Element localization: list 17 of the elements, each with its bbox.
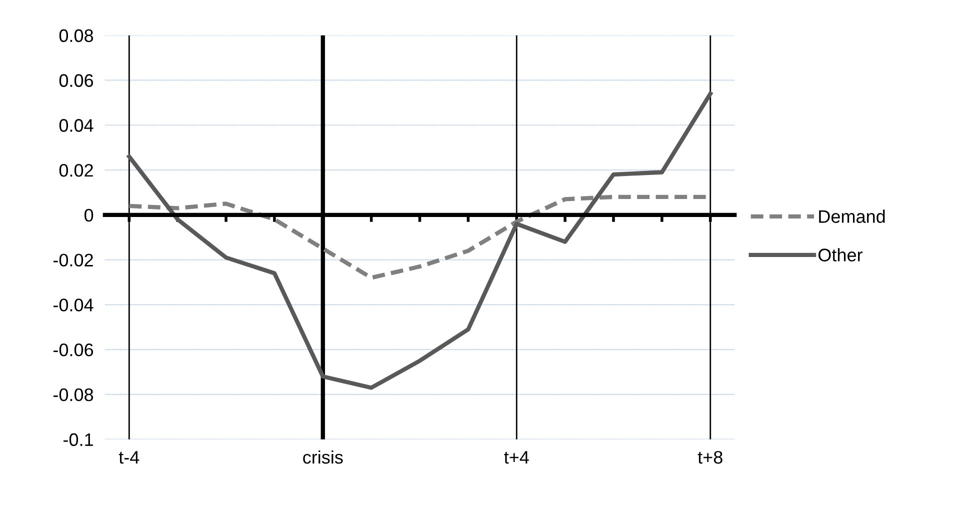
y-tick-label: 0.06 [59, 74, 94, 87]
y-tick-label: -0.1 [64, 433, 93, 446]
y-tick-label: 0.08 [59, 29, 94, 42]
x-tick-label: t-4 [118, 451, 140, 464]
y-tick-label: 0.04 [59, 119, 94, 132]
line-series [127, 92, 712, 390]
y-tick-label: -0.08 [53, 388, 94, 402]
x-tick-label: crisis [303, 450, 343, 464]
legend-label: Other [818, 248, 862, 262]
y-tick-label: -0.02 [53, 254, 93, 267]
y-tick-label: 0.02 [59, 164, 93, 177]
x-tick-label: t+4 [504, 451, 529, 464]
x-tick-label: t+8 [698, 450, 722, 464]
legend-label: Demand [819, 210, 885, 223]
y-tick-label: -0.06 [53, 344, 94, 356]
y-tick-label: 0 [84, 208, 94, 222]
y-tick-label: -0.04 [53, 298, 94, 312]
